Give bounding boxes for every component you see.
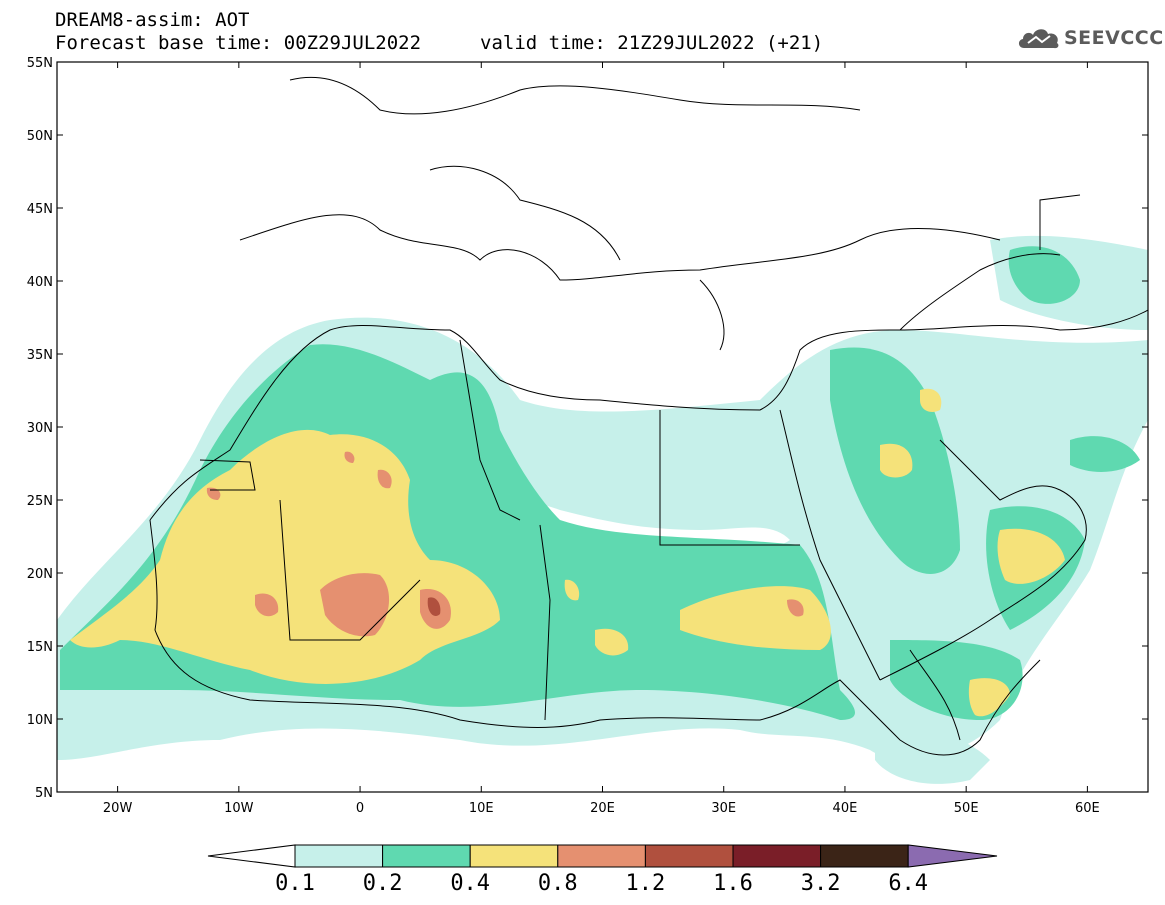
lon-tick-label: 30E <box>711 801 736 816</box>
lat-tick-label: 30N <box>27 421 53 436</box>
colorbar-label: 6.4 <box>888 871 929 896</box>
lat-tick-label: 5N <box>35 786 53 801</box>
lon-tick-label: 40E <box>833 801 858 816</box>
lon-tick-label: 20W <box>103 801 133 816</box>
lat-tick-label: 35N <box>27 348 53 363</box>
aot-level-0.4 <box>70 429 500 684</box>
colorbar-box <box>294 844 384 868</box>
lon-axis: 20W 10W 0 10E 20E 30E 40E 50E 60E <box>103 62 1100 816</box>
lon-tick-label: 20E <box>590 801 615 816</box>
forecast-base-time: Forecast base time: 00Z29JUL2022 <box>55 32 422 54</box>
lat-axis: 55N 50N 45N 40N 35N 30N 25N 20N 15N 10N 5N <box>27 56 1148 801</box>
lat-tick-label: 55N <box>27 56 53 71</box>
colorbar-box <box>732 844 822 868</box>
cloud-icon <box>1018 29 1059 49</box>
colorbar-box <box>469 844 559 868</box>
colorbar-box <box>557 844 646 868</box>
lat-tick-label: 45N <box>27 202 53 217</box>
colorbar-box <box>644 844 734 868</box>
aot-level-0.8 <box>320 573 390 637</box>
colorbar-arrow-low <box>207 844 296 868</box>
lat-tick-label: 40N <box>27 275 53 290</box>
colorbar-label: 1.6 <box>713 871 753 896</box>
colorbar-label: 0.1 <box>275 871 315 896</box>
colorbar-box <box>382 844 471 868</box>
aot-field <box>57 62 1148 792</box>
colorbar-label: 1.2 <box>625 871 666 896</box>
colorbar-label: 0.2 <box>362 871 403 896</box>
lon-tick-label: 50E <box>954 801 979 816</box>
lon-tick-label: 60E <box>1075 801 1100 816</box>
colorbar-label: 0.4 <box>450 871 491 896</box>
map-title: DREAM8-assim: AOT <box>55 9 250 31</box>
colorbar-label: 3.2 <box>800 871 841 896</box>
lon-tick-label: 10E <box>469 801 494 816</box>
lat-tick-label: 50N <box>27 129 53 144</box>
colorbar-label: 0.8 <box>537 871 578 896</box>
logo-text: SEEVCCC <box>1064 27 1164 49</box>
colorbar-arrow-high <box>907 844 998 868</box>
aot-level-1.2 <box>427 597 441 617</box>
colorbar <box>207 844 998 868</box>
lat-tick-label: 20N <box>27 567 53 582</box>
colorbar-box <box>820 844 909 868</box>
lon-tick-label: 10W <box>224 801 254 816</box>
coastlines <box>149 76 1148 756</box>
valid-time: valid time: 21Z29JUL2022 (+21) <box>480 32 824 54</box>
lat-tick-label: 10N <box>27 713 53 728</box>
lat-tick-label: 15N <box>27 640 53 655</box>
lon-tick-label: 0 <box>356 801 364 816</box>
seevccc-logo: SEEVCCC <box>1016 24 1163 54</box>
lat-tick-label: 25N <box>27 494 53 509</box>
